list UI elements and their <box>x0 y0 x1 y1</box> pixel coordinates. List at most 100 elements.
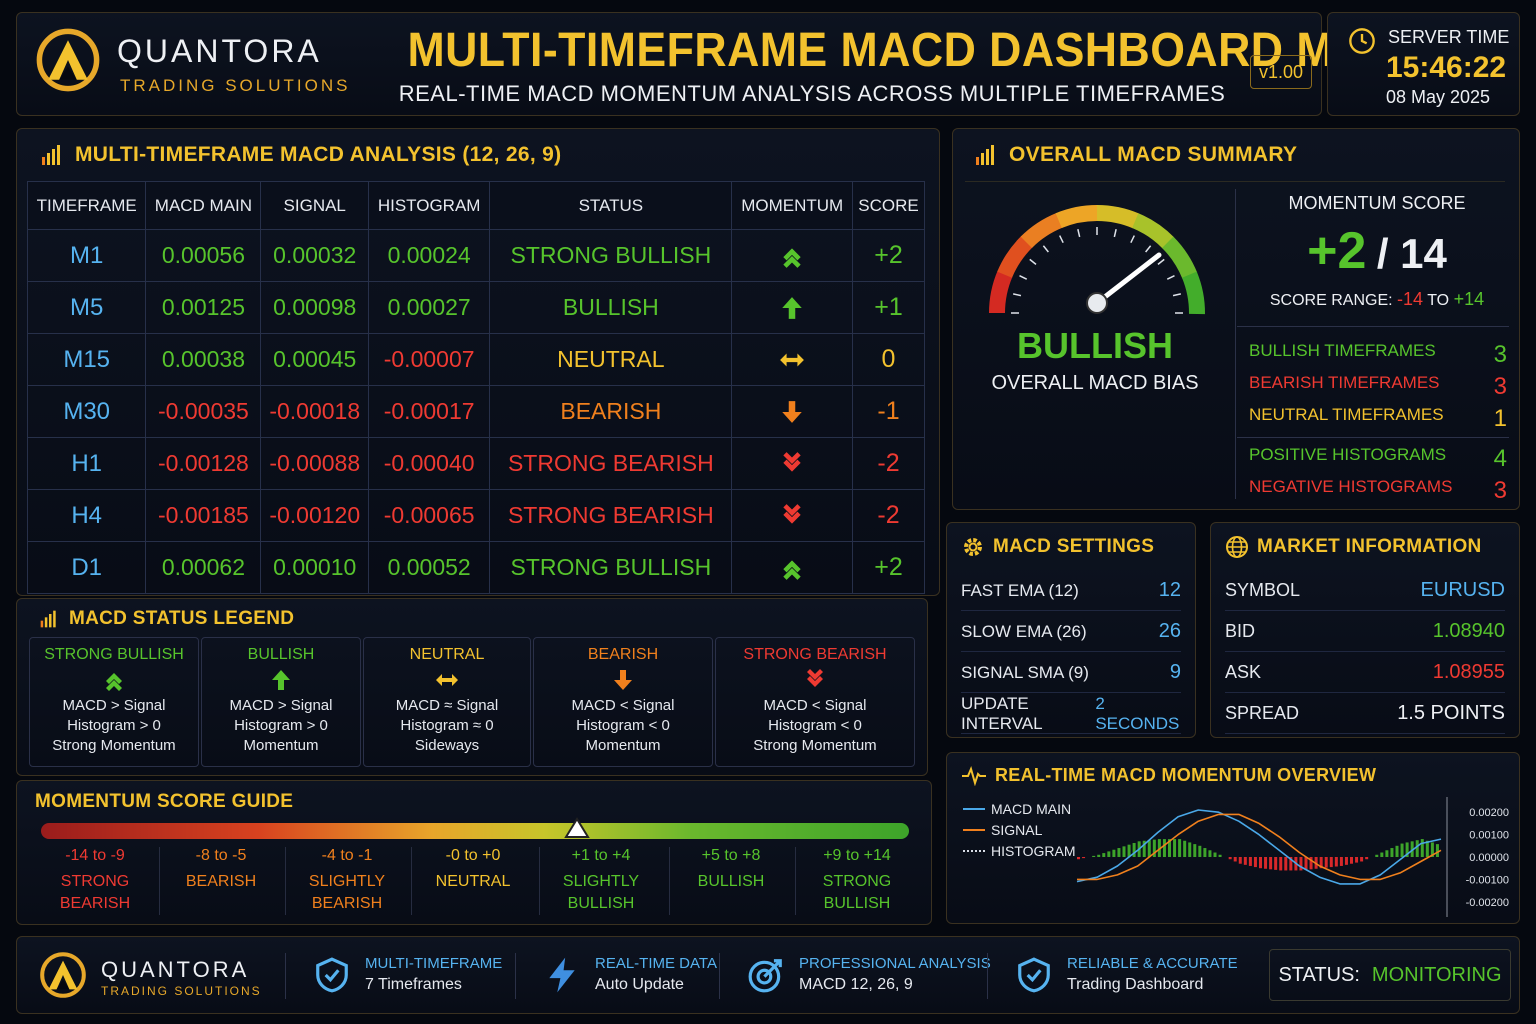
feature-detail: Auto Update <box>595 976 684 993</box>
table-row[interactable]: M30 -0.00035 -0.00018 -0.00017 BEARISH -… <box>26 385 926 438</box>
double-down-arrow-icon <box>803 668 827 692</box>
timeframe-cell: M1 <box>26 229 147 282</box>
brand-tagline: TRADING SOLUTIONS <box>120 76 351 95</box>
double-up-arrow-icon <box>779 243 805 269</box>
histogram-bar <box>1203 848 1207 857</box>
histogram-bar <box>1380 852 1384 857</box>
legend-item: NEUTRAL MACD ≈ Signal Histogram ≈ 0 Side… <box>363 637 531 767</box>
guide-label-1: NEUTRAL <box>435 873 511 890</box>
gauge-segment <box>1161 236 1198 279</box>
guide-divider <box>669 847 670 915</box>
setting-label: UPDATE INTERVAL <box>961 693 1043 733</box>
gauge-segment <box>1181 271 1205 315</box>
momentum-score: +2 / 14 <box>1237 221 1517 281</box>
feature-detail: Trading Dashboard <box>1067 976 1204 993</box>
gauge-tick <box>1166 275 1175 280</box>
macd-main-cell: -0.00185 <box>145 489 262 542</box>
legend-item-label: STRONG BEARISH <box>743 646 887 663</box>
score-range: SCORE RANGE: -14 TO +14 <box>1237 289 1517 310</box>
chart-legend-item: MACD MAIN <box>963 801 1076 817</box>
status-legend-panel: MACD STATUS LEGEND STRONG BULLISH MACD >… <box>16 598 928 776</box>
chart-legend: MACD MAIN SIGNAL HISTOGRAM <box>963 801 1076 864</box>
histogram-cell: -0.00065 <box>367 489 491 542</box>
bias-gauge <box>989 205 1205 315</box>
histogram-bar <box>1435 844 1439 857</box>
market-title: MARKET INFORMATION <box>1225 535 1482 559</box>
server-time-panel: SERVER TIME 15:46:22 08 May 2025 <box>1327 12 1520 116</box>
momentum-score-value: +2 <box>1307 222 1367 280</box>
guide-item: +5 to +8 BULLISH <box>671 847 791 895</box>
guide-item: -4 to -1 SLIGHTLY BEARISH <box>287 847 407 913</box>
legend-swatch <box>963 850 985 852</box>
guide-item: +1 to +4 SLIGHTLY BULLISH <box>541 847 661 913</box>
score-marker-icon <box>564 817 590 838</box>
guide-range: +1 to +4 <box>571 847 631 864</box>
histogram-bar <box>1415 840 1419 857</box>
summary-count-row: POSITIVE HISTOGRAMS 4 <box>1249 445 1507 473</box>
histogram-bar <box>1284 857 1288 871</box>
guide-divider <box>539 847 540 915</box>
setting-row: SIGNAL SMA (9) 9 <box>961 653 1181 693</box>
momentum-score-max: / 14 <box>1376 230 1447 277</box>
table-row[interactable]: M5 0.00125 0.00098 0.00027 BULLISH +1 <box>26 281 926 334</box>
overall-summary-panel: OVERALL MACD SUMMARY BULLISH OVERALL MAC… <box>952 128 1520 510</box>
setting-value: 12 <box>1158 579 1181 601</box>
market-title-text: MARKET INFORMATION <box>1257 536 1482 558</box>
chart-title: REAL-TIME MACD MOMENTUM OVERVIEW <box>961 765 1376 787</box>
table-row[interactable]: H4 -0.00185 -0.00120 -0.00065 STRONG BEA… <box>26 489 926 542</box>
histogram-bar <box>1082 857 1086 859</box>
timeframe-cell: D1 <box>26 541 147 594</box>
legend-item: STRONG BULLISH MACD > Signal Histogram >… <box>29 637 199 767</box>
table-row[interactable]: H1 -0.00128 -0.00088 -0.00040 STRONG BEA… <box>26 437 926 490</box>
summary-count-value: 3 <box>1493 341 1507 368</box>
legend-series-name: SIGNAL <box>991 822 1043 838</box>
down-arrow-icon <box>779 399 805 425</box>
histogram-bar <box>1168 839 1171 857</box>
timeframe-cell: H4 <box>26 489 147 542</box>
guide-label-1: BEARISH <box>185 873 257 890</box>
table-row[interactable]: M1 0.00056 0.00032 0.00024 STRONG BULLIS… <box>26 229 926 282</box>
legend-series-name: HISTOGRAM <box>991 843 1076 859</box>
status-box: STATUS: MONITORING <box>1269 949 1511 1001</box>
signal-cell: 0.00098 <box>260 281 369 334</box>
gauge-needle <box>1094 252 1162 306</box>
histogram-bar <box>1390 848 1394 857</box>
histogram-bar <box>1152 839 1156 857</box>
momentum-overview-panel: REAL-TIME MACD MOMENTUM OVERVIEW MACD MA… <box>946 752 1520 924</box>
histogram-bar <box>1309 857 1313 870</box>
summary-count-label: BEARISH TIMEFRAMES <box>1249 373 1440 392</box>
momentum-cell <box>731 281 853 334</box>
legend-item-label: NEUTRAL <box>409 646 485 663</box>
footer-feature: PROFESSIONAL ANALYSIS MACD 12, 26, 9 <box>747 955 991 994</box>
summary-title-text: OVERALL MACD SUMMARY <box>1009 143 1298 166</box>
histogram-bar <box>1420 839 1424 857</box>
guide-label-1: STRONG <box>60 873 130 890</box>
page-title: MULTI-TIMEFRAME MACD DASHBOARD MT5 <box>407 24 1388 77</box>
setting-value: 9 <box>1169 661 1181 683</box>
histogram-bar <box>1188 842 1192 857</box>
guide-divider <box>795 847 796 915</box>
y-tick-label: -0.00200 <box>1466 897 1509 909</box>
momentum-cell <box>731 333 853 386</box>
histogram-bar <box>1117 848 1121 857</box>
histogram-bar <box>1360 857 1364 862</box>
feature-title: RELIABLE & ACCURATE <box>1067 955 1238 972</box>
footer-divider <box>987 953 988 999</box>
histogram-bar <box>1405 842 1409 857</box>
status-cell: NEUTRAL <box>489 333 733 386</box>
bias-value: BULLISH <box>1017 325 1173 366</box>
signal-cell: -0.00018 <box>260 385 369 438</box>
left-right-arrow-icon <box>435 668 459 692</box>
footer-divider <box>285 953 286 999</box>
table-row[interactable]: M15 0.00038 0.00045 -0.00007 NEUTRAL 0 <box>26 333 926 386</box>
score-cell: -1 <box>851 385 926 438</box>
histogram-bar <box>1279 857 1283 871</box>
histogram-bar <box>1122 846 1126 857</box>
gauge-tick <box>1019 275 1028 280</box>
histogram-bar <box>1375 854 1379 857</box>
table-row[interactable]: D1 0.00062 0.00010 0.00052 STRONG BULLIS… <box>26 541 926 594</box>
signal-cell: -0.00088 <box>260 437 369 490</box>
histogram-bar <box>1213 852 1217 857</box>
score-gradient-bar <box>41 823 909 839</box>
version-badge: v1.00 <box>1250 55 1312 89</box>
